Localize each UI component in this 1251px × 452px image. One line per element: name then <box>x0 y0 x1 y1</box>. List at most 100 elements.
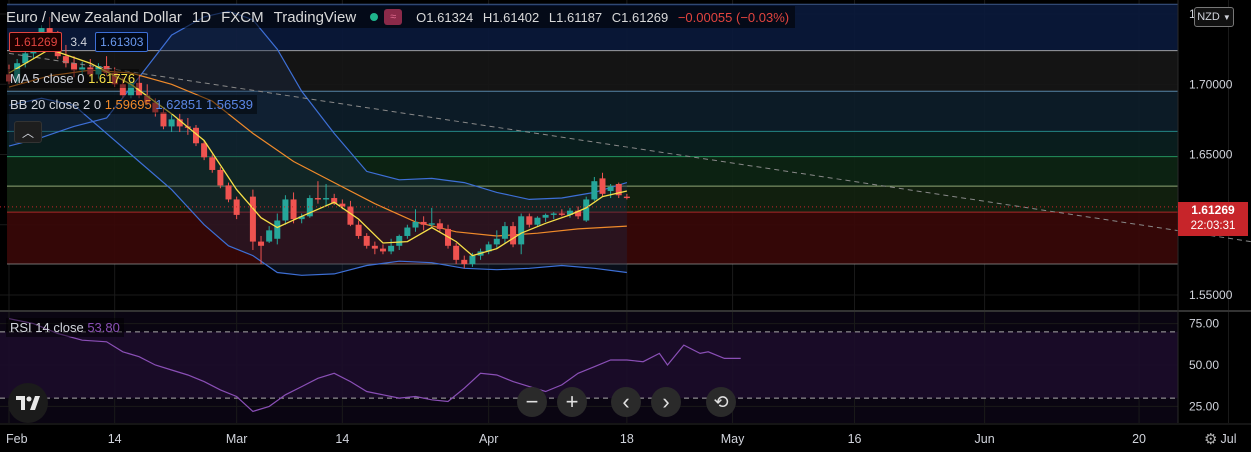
candle <box>371 241 378 255</box>
source-label: FXCM <box>221 8 264 26</box>
candle-body <box>355 224 362 236</box>
settings-gear-icon[interactable]: ⚙ <box>1204 431 1218 448</box>
reset-icon: ⟲ <box>713 392 729 412</box>
interval-label[interactable]: 1D <box>191 8 212 26</box>
candle <box>314 181 321 204</box>
zoom-out-button[interactable]: − <box>517 387 547 417</box>
candle <box>363 233 370 249</box>
data-status-icon: ≈ <box>384 9 403 25</box>
symbol-title[interactable]: Euro / New Zealand Dollar <box>6 8 182 26</box>
market-status[interactable]: ≈ <box>370 9 403 25</box>
candle <box>217 167 224 189</box>
candle <box>176 113 183 133</box>
candle-body <box>176 119 183 127</box>
candle-body <box>412 221 419 228</box>
candle <box>290 192 297 224</box>
candle-body <box>79 67 86 71</box>
candle-body <box>493 238 500 245</box>
bb-upper-line <box>8 10 628 201</box>
candle-body <box>266 230 273 242</box>
candle <box>623 193 630 200</box>
candle <box>599 172 606 197</box>
candle-body <box>306 198 313 217</box>
candle-body <box>258 241 265 246</box>
candle-body <box>314 198 321 200</box>
candle <box>355 220 362 239</box>
candle <box>412 209 419 232</box>
candle <box>6 64 12 85</box>
currency-selector[interactable]: NZD ▼ <box>1194 7 1234 27</box>
time-tick-label: Jul <box>1221 432 1237 446</box>
candle <box>103 56 110 76</box>
candle-body <box>290 199 297 220</box>
candle-body <box>136 82 143 96</box>
candle-body <box>71 63 78 71</box>
bb-basis-line <box>8 69 627 237</box>
candle-body <box>518 216 525 245</box>
time-tick-label: 20 <box>1132 432 1146 446</box>
candle-body <box>62 56 69 64</box>
candle <box>420 216 427 231</box>
candle-body <box>192 127 199 144</box>
candle <box>501 221 508 243</box>
rsi-line <box>8 318 741 413</box>
reset-chart-button[interactable]: ⟲ <box>706 387 736 417</box>
candle <box>201 140 208 161</box>
candle <box>266 226 273 243</box>
candle-body <box>371 245 378 249</box>
rsi-legend[interactable]: RSI 14 close 53.80 <box>6 318 124 337</box>
ma5-line <box>8 48 628 257</box>
tradingview-logo-icon[interactable] <box>8 383 48 423</box>
candle <box>22 49 29 68</box>
ma-legend[interactable]: MA 5 close 0 1.61776 <box>6 69 140 88</box>
candle-body <box>347 206 354 225</box>
candle <box>168 115 175 133</box>
candle <box>453 242 460 265</box>
chart-header: Euro / New Zealand Dollar 1D FXCM Tradin… <box>6 6 796 28</box>
candle <box>87 58 94 78</box>
fib-zone <box>7 91 1178 132</box>
bb-upper-value: 1.62851 <box>155 97 203 112</box>
time-tick-label: Apr <box>479 432 498 446</box>
currency-label: NZD <box>1197 11 1220 23</box>
candle-body <box>550 213 557 215</box>
price-tick-label: 1.70000 <box>1189 77 1233 91</box>
candle <box>388 238 395 255</box>
candle-body <box>485 244 492 252</box>
candle-body <box>583 199 590 221</box>
candle <box>209 154 216 173</box>
bb-basis-value: 1.59695 <box>104 97 152 112</box>
candle-body <box>144 95 151 103</box>
rsi-tick-label: 75.00 <box>1189 317 1219 331</box>
collapse-legend-button[interactable]: ︿ <box>14 121 42 143</box>
candle <box>274 213 281 245</box>
candle-body <box>623 196 630 199</box>
buy-price-button[interactable]: 1.61303 <box>95 32 149 52</box>
candle <box>510 221 517 248</box>
candle-body <box>396 235 403 246</box>
trend-line <box>8 52 1251 243</box>
candle-body <box>127 82 134 96</box>
candle <box>249 189 256 251</box>
candle <box>160 108 167 130</box>
sell-price-button[interactable]: 1.61269 <box>9 32 63 52</box>
zoom-in-button[interactable]: + <box>557 387 587 417</box>
candle-body <box>510 226 517 245</box>
candle-body <box>461 259 468 265</box>
candle-body <box>249 196 256 242</box>
candle-body <box>225 185 232 200</box>
candle-body <box>119 84 126 96</box>
candle <box>111 67 118 88</box>
candle <box>566 207 573 218</box>
candle <box>534 216 541 227</box>
scroll-left-button[interactable]: ‹ <box>611 387 641 417</box>
candle-body <box>599 178 606 194</box>
candle-body <box>526 216 533 225</box>
candle-body <box>388 245 395 252</box>
bb-legend[interactable]: BB 20 close 2 0 1.59695 1.62851 1.56539 <box>6 95 257 114</box>
ma-value: 1.61776 <box>88 71 136 86</box>
candle-body <box>323 198 330 200</box>
scroll-right-button[interactable]: › <box>651 387 681 417</box>
close-value: C1.61269 <box>611 9 669 25</box>
